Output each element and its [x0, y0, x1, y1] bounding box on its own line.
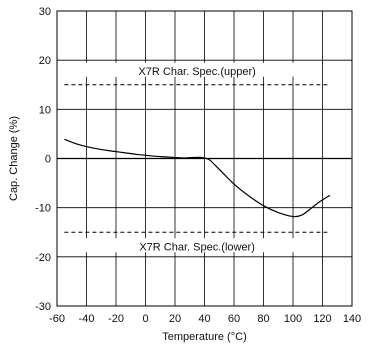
x-tick-label: -20: [108, 313, 124, 325]
x-axis-label: Temperature (°C): [162, 331, 246, 343]
x-tick-label: 80: [257, 313, 269, 325]
plot-frame: [56, 10, 353, 307]
x-tick-label: 20: [169, 313, 181, 325]
y-axis-label: Cap. Change (%): [8, 116, 20, 201]
y-tick-label: 0: [45, 154, 51, 166]
x-tick-label: 120: [313, 313, 331, 325]
y-tick-label: -30: [35, 301, 51, 313]
y-tick-labels: -30 -20 -10 0 10 20 30: [35, 6, 51, 313]
x-tick-label: 0: [142, 313, 148, 325]
series-line-0: [64, 138, 331, 218]
x-tick-label: -40: [79, 313, 95, 325]
upper-spec-label: X7R Char. Spec.(upper): [138, 66, 255, 78]
spec-label-backing: [68, 238, 300, 253]
y-tick-label: 10: [39, 104, 51, 116]
x-tick-label: 60: [228, 313, 240, 325]
y-tick-label: 20: [39, 55, 51, 67]
y-tick-label: -10: [35, 203, 51, 215]
series-layer: [64, 138, 331, 218]
x-tick-label: 40: [198, 313, 210, 325]
y-tick-label: 30: [39, 6, 51, 18]
x-tick-label: 100: [284, 313, 302, 325]
x-tick-label: 140: [343, 313, 361, 325]
x-tick-label: -60: [49, 313, 65, 325]
spec-label-backing: [68, 62, 300, 77]
y-tick-label: -20: [35, 252, 51, 264]
x-tick-labels: -60 -40 -20 0 20 40 60 80 100 120 140: [49, 313, 361, 325]
spec-lines: [64, 62, 330, 253]
lower-spec-label: X7R Char. Spec.(lower): [139, 241, 255, 253]
